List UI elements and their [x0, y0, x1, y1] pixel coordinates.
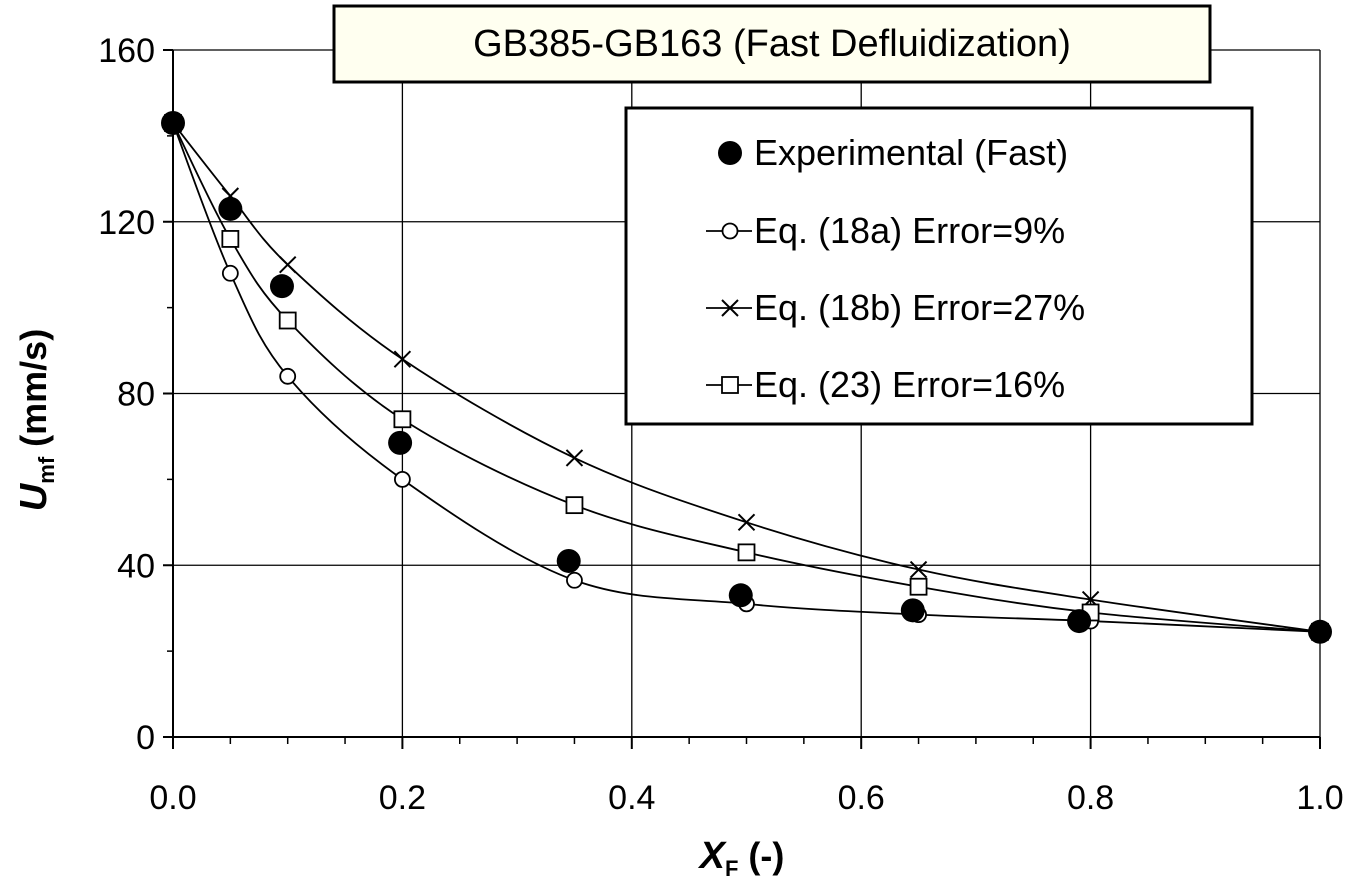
- data-point-experimental: [728, 583, 753, 608]
- data-point-eq23: [737, 543, 756, 562]
- y-tick-label: 40: [117, 547, 155, 585]
- data-point-eq18b: [278, 255, 297, 274]
- data-point-experimental: [388, 430, 413, 455]
- data-point-eq18b: [721, 299, 739, 317]
- x-axis-label: XF (-): [698, 835, 785, 881]
- data-point-eq18b: [565, 449, 584, 467]
- data-point-experimental: [900, 598, 925, 623]
- data-point-eq23: [393, 410, 412, 429]
- data-point-eq18a: [221, 264, 239, 282]
- data-point-experimental: [161, 110, 185, 135]
- series-line: [172, 122, 1321, 633]
- data-point-eq23: [909, 577, 928, 596]
- y-axis-label-rest: (mm/s): [13, 329, 54, 457]
- x-tick-label: 0.0: [149, 779, 196, 817]
- data-point-experimental: [718, 141, 742, 165]
- legend-label: Eq. (18a) Error=9%: [754, 210, 1065, 251]
- data-point-eq18b: [737, 513, 756, 532]
- data-point-experimental: [218, 196, 243, 221]
- series-layer: [161, 110, 1332, 644]
- x-tick-label: 0.6: [838, 779, 885, 817]
- y-tick-label: 120: [98, 204, 155, 242]
- legend-label: Experimental (Fast): [754, 132, 1068, 173]
- y-axis-label-sub: mf: [34, 456, 59, 484]
- x-axis-label-main: X: [698, 835, 728, 877]
- chart-title: GB385-GB163 (Fast Defluidization): [473, 23, 1071, 65]
- x-axis-label-sub: F: [725, 856, 738, 881]
- data-point-eq18a: [566, 571, 583, 589]
- chart-title-box: GB385-GB163 (Fast Defluidization): [332, 4, 1212, 84]
- x-tick-label: 0.2: [379, 779, 426, 817]
- data-point-eq18b: [909, 560, 928, 579]
- y-tick-label: 80: [117, 376, 155, 414]
- data-point-experimental: [1067, 609, 1092, 634]
- data-point-eq18a: [393, 470, 411, 488]
- data-point-eq18a: [279, 367, 297, 385]
- legend: Experimental (Fast) Eq. (18a) Error=9% Eq.…: [624, 106, 1254, 426]
- data-point-experimental: [1308, 619, 1332, 644]
- data-point-eq23: [221, 230, 240, 248]
- y-tick-label: 0: [136, 719, 155, 757]
- data-point-eq23: [721, 376, 739, 394]
- data-point-eq23: [565, 496, 584, 515]
- legend-label: Eq. (18b) Error=27%: [754, 287, 1085, 328]
- legend-label: Eq. (23) Error=16%: [754, 364, 1065, 405]
- axes: [163, 49, 1321, 749]
- data-point-eq18a: [721, 222, 739, 240]
- data-point-eq18b: [393, 350, 412, 368]
- data-point-eq23: [278, 311, 297, 330]
- y-axis-label-main: U: [13, 482, 55, 511]
- title-box-frame: [332, 4, 1212, 84]
- series-line: [172, 122, 1321, 633]
- y-tick-label: 160: [98, 32, 155, 70]
- tick-labels: 0.0 0.2 0.4 0.6 0.8 1.0 0 40 80 120 160: [98, 32, 1343, 817]
- series-line: [172, 122, 1321, 633]
- y-axis-label: Umf (mm/s): [13, 329, 59, 511]
- x-tick-label: 0.4: [608, 779, 655, 817]
- x-tick-label: 0.8: [1067, 779, 1114, 817]
- data-point-experimental: [556, 548, 581, 573]
- data-point-experimental: [269, 274, 294, 299]
- x-axis-label-rest: (-): [738, 835, 784, 876]
- x-tick-label: 1.0: [1296, 779, 1343, 817]
